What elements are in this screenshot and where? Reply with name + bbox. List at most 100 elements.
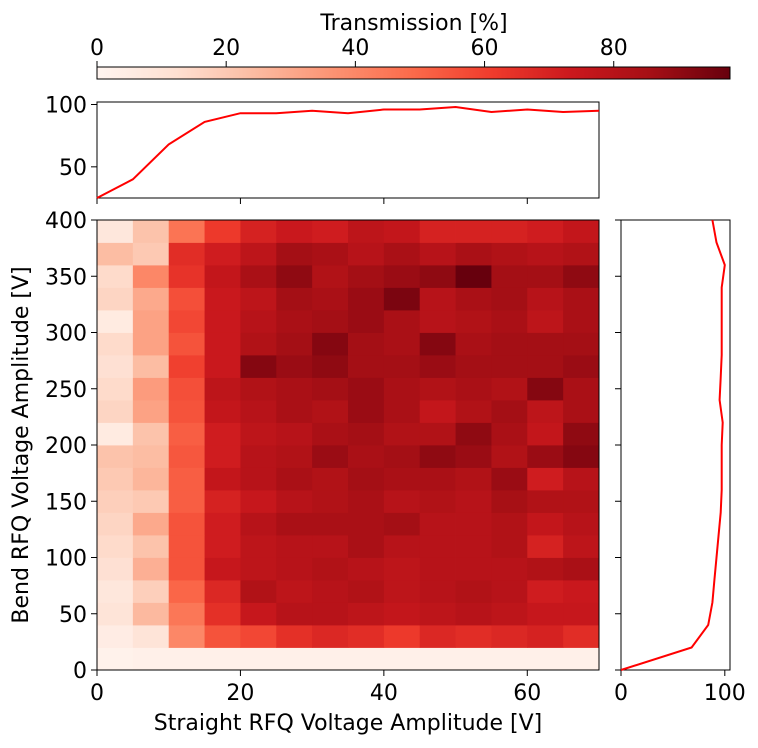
- heatmap-cell: [168, 557, 205, 581]
- y-tick-label: 0: [73, 659, 87, 684]
- heatmap-cell: [240, 467, 277, 491]
- heatmap-cell: [240, 220, 277, 243]
- main-heatmap: 0 20 40 60 0 50 100 150 200 250 300 350 400 Straight…: [9, 209, 600, 736]
- heatmap-cell: [240, 242, 277, 266]
- heatmap-cell: [97, 467, 134, 491]
- heatmap-cell: [348, 265, 385, 288]
- heatmap-cell: [563, 602, 600, 626]
- heatmap-cell: [383, 602, 421, 626]
- heatmap-cell: [348, 512, 385, 536]
- heatmap-cell: [455, 287, 492, 311]
- heatmap-cell: [348, 445, 385, 468]
- heatmap-cell: [240, 647, 277, 671]
- heatmap-cell: [312, 242, 349, 266]
- heatmap-cell: [240, 602, 277, 626]
- heatmap-cell: [240, 512, 277, 536]
- heatmap-cell: [348, 355, 385, 378]
- heatmap-cell: [168, 332, 205, 356]
- heatmap-cell: [168, 422, 205, 446]
- heatmap-cell: [132, 377, 170, 401]
- heatmap-cell: [168, 467, 205, 491]
- colorbar-tick-label: 20: [212, 36, 240, 61]
- heatmap-cell: [240, 355, 277, 378]
- heatmap-cell: [276, 490, 313, 513]
- heatmap-cell: [383, 332, 421, 356]
- heatmap-cell: [419, 310, 456, 333]
- heatmap-cell: [383, 535, 421, 558]
- heatmap-cell: [276, 512, 313, 536]
- heatmap-cell: [204, 310, 241, 333]
- y-tick-label: 150: [45, 490, 87, 515]
- heatmap-cell: [276, 467, 313, 491]
- heatmap-cell: [132, 602, 170, 626]
- heatmap-cell: [383, 265, 421, 288]
- heatmap-cell: [204, 220, 241, 243]
- heatmap-cell: [97, 377, 134, 401]
- heatmap-cell: [563, 265, 600, 288]
- heatmap-cell: [563, 332, 600, 356]
- heatmap-cell: [276, 535, 313, 558]
- heatmap-cell: [276, 557, 313, 581]
- right-marginal-line: [620, 219, 726, 671]
- heatmap-cell: [312, 580, 349, 603]
- heatmap-cell: [527, 377, 564, 401]
- heatmap-cell: [491, 602, 528, 626]
- heatmap-cell: [312, 377, 349, 401]
- heatmap-cell: [491, 355, 528, 378]
- heatmap-cell: [491, 647, 528, 671]
- heatmap-cell: [563, 310, 600, 333]
- heatmap-cell: [527, 265, 564, 288]
- heatmap-cell: [348, 422, 385, 446]
- heatmap-cell: [455, 310, 492, 333]
- heatmap-cell: [383, 287, 421, 311]
- heatmap-cell: [240, 422, 277, 446]
- heatmap-cell: [383, 580, 421, 603]
- heatmap-cell: [97, 310, 134, 333]
- heatmap-cell: [383, 242, 421, 266]
- heatmap-cell: [491, 490, 528, 513]
- heatmap-cell: [240, 625, 277, 648]
- colorbar-label: Transmission [%]: [319, 11, 507, 36]
- heatmap-cell: [348, 625, 385, 648]
- y-tick-label: 400: [45, 209, 87, 234]
- x-tick-label: 0: [90, 681, 104, 706]
- colorbar-ticks: 0 20 40 60 80: [90, 36, 628, 67]
- y-tick-label: 200: [45, 434, 87, 459]
- heatmap-cell: [97, 580, 134, 603]
- heatmap-cell: [204, 422, 241, 446]
- heatmap-cell: [240, 310, 277, 333]
- heatmap-cell: [455, 557, 492, 581]
- heatmap-cell: [168, 220, 205, 243]
- heatmap-cell: [276, 265, 313, 288]
- heatmap-cell: [419, 445, 456, 468]
- heatmap-cell: [97, 445, 134, 468]
- heatmap-cell: [97, 242, 134, 266]
- heatmap-cell: [97, 355, 134, 378]
- heatmap-cell: [97, 287, 134, 311]
- heatmap-cell: [527, 580, 564, 603]
- heatmap-cell: [348, 310, 385, 333]
- heatmap-cell: [491, 377, 528, 401]
- heatmap-cell: [563, 220, 600, 243]
- right-marginal-plot: 0 100: [614, 219, 746, 706]
- heatmap-cell: [563, 400, 600, 423]
- heatmap-cell: [527, 332, 564, 356]
- heatmap-cell: [276, 355, 313, 378]
- heatmap-cell: [455, 445, 492, 468]
- y-tick-label: 50: [59, 603, 87, 628]
- heatmap-cell: [132, 265, 170, 288]
- heatmap-cell: [383, 422, 421, 446]
- heatmap-cell: [348, 467, 385, 491]
- heatmap-cell: [419, 557, 456, 581]
- heatmap-cell: [419, 400, 456, 423]
- heatmap-cell: [312, 625, 349, 648]
- heatmap-cell: [348, 287, 385, 311]
- heatmap-cell: [527, 625, 564, 648]
- heatmap-cell: [204, 557, 241, 581]
- heatmap-cell: [240, 557, 277, 581]
- heatmap-cell: [97, 647, 134, 671]
- heatmap-cell: [97, 512, 134, 536]
- colorbar-tick-label: 80: [600, 36, 628, 61]
- heatmap-cell: [97, 400, 134, 423]
- heatmap-cell: [383, 377, 421, 401]
